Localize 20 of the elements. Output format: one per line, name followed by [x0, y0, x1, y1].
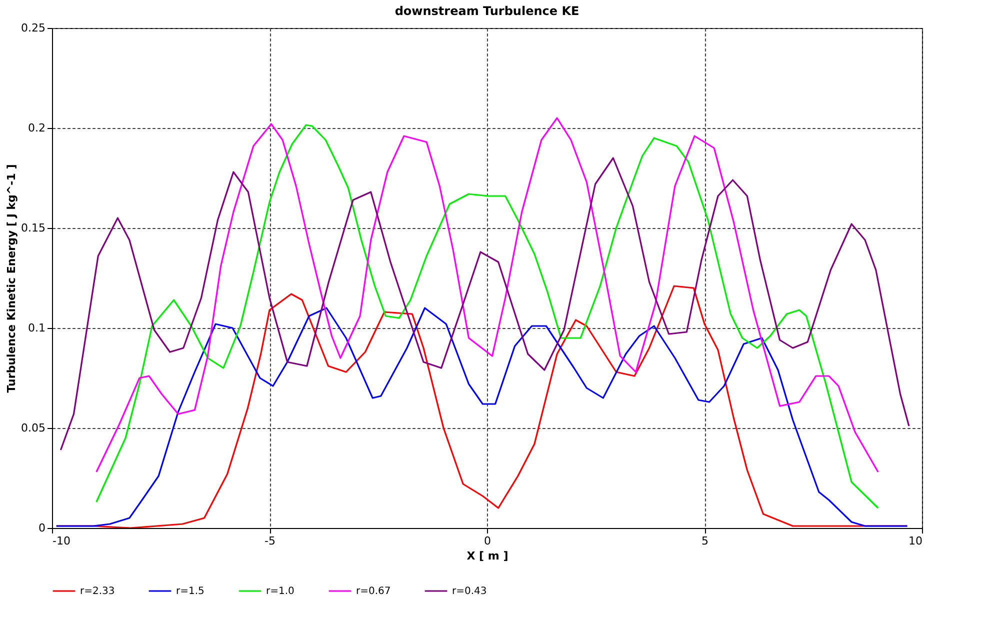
x-tick-label: 0: [484, 534, 491, 548]
x-tick-label: -5: [264, 534, 276, 548]
y-tick-label: 0.2: [28, 122, 46, 134]
y-tick-label: 0.1: [28, 322, 46, 334]
x-tick-label: 10: [908, 534, 922, 548]
x-tick-label: -10: [52, 534, 70, 548]
x-tick-label: 5: [702, 534, 708, 548]
legend-label: r=2.33: [80, 586, 115, 597]
y-tick-label: 0.15: [21, 222, 46, 234]
legend-label: r=1.0: [266, 586, 294, 597]
legend-label: r=1.5: [176, 586, 204, 597]
legend-label: r=0.43: [452, 586, 487, 597]
x-axis-title: X [ m ]: [466, 550, 508, 562]
y-tick-label: 0.05: [21, 422, 46, 434]
chart-title: downstream Turbulence KE: [394, 4, 580, 18]
line-series: [60, 157, 910, 451]
y-tick-label: 0: [38, 522, 46, 534]
y-axis-title: Turbulence Kinetic Energy [ J kg^-1 ]: [5, 164, 18, 393]
y-tick-label: 0.25: [21, 22, 46, 34]
legend-label: r=0.67: [356, 586, 391, 597]
